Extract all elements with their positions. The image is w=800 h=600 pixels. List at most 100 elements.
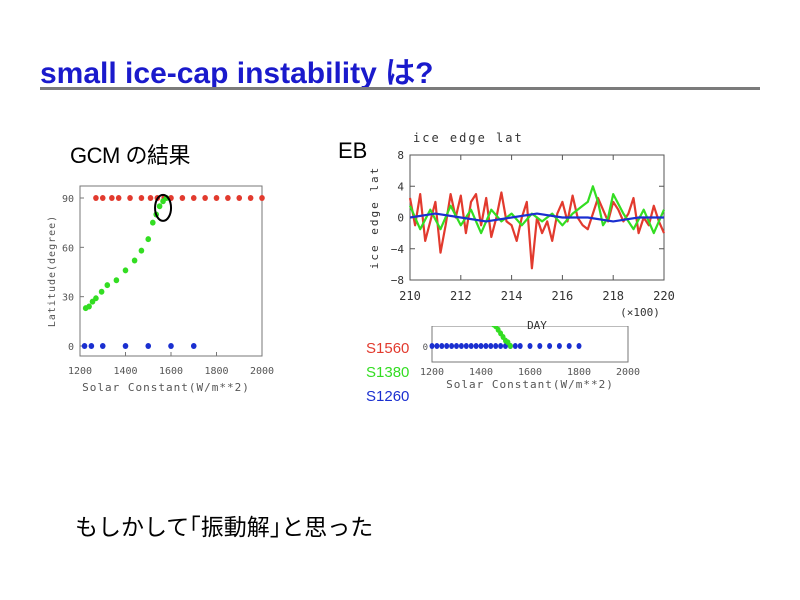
data-point <box>138 195 145 201</box>
data-point <box>498 343 504 349</box>
x-axis-label: Solar Constant(W/m**2) <box>82 381 250 394</box>
y-axis-label: Latitude(degree) <box>47 215 58 327</box>
data-point <box>458 343 464 349</box>
data-point <box>145 343 152 349</box>
data-point <box>131 257 138 264</box>
legend-item: S1260 <box>366 388 410 405</box>
series-line-s1380 <box>408 185 666 235</box>
chart-title: ice edge lat <box>413 131 524 145</box>
x-multiplier-label: (×100) <box>620 306 660 319</box>
data-point <box>145 236 152 243</box>
data-point <box>81 343 88 349</box>
data-point <box>488 343 494 349</box>
data-point <box>156 203 163 210</box>
data-point <box>547 343 553 349</box>
ebm-label: EB <box>338 138 368 163</box>
data-point <box>88 343 95 349</box>
data-point <box>225 195 231 201</box>
data-point <box>99 343 106 349</box>
data-point <box>566 343 572 349</box>
x-tick-label: 1600 <box>159 366 183 377</box>
x-tick-label: 1200 <box>68 366 92 377</box>
y-tick-label: −4 <box>391 243 405 256</box>
data-point <box>478 343 484 349</box>
x-axis-label: DAY <box>527 319 547 332</box>
data-point <box>439 343 445 349</box>
x-tick-label: 212 <box>450 289 472 303</box>
data-point <box>122 343 129 349</box>
data-point <box>576 343 582 349</box>
x-tick-label: 1400 <box>113 366 137 377</box>
data-point <box>150 219 156 226</box>
title-divider <box>40 87 760 90</box>
data-point <box>507 343 513 349</box>
data-point <box>512 343 518 349</box>
data-point <box>213 195 220 201</box>
x-tick-label: 216 <box>552 289 574 303</box>
y-tick-label: 0 <box>397 212 404 225</box>
x-tick-label: 2000 <box>250 366 274 377</box>
data-point <box>247 195 254 201</box>
data-point <box>115 195 122 201</box>
data-point <box>259 195 265 201</box>
data-point <box>93 195 99 201</box>
x-axis-label: Solar Constant(W/m**2) <box>446 378 614 391</box>
y-tick-label: 90 <box>62 194 74 205</box>
data-point <box>236 195 243 201</box>
data-point <box>109 195 115 201</box>
x-tick-label: 214 <box>501 289 523 303</box>
y-tick-label: 60 <box>62 243 74 254</box>
x-tick-label: 1400 <box>469 367 493 378</box>
data-point <box>537 343 543 349</box>
data-point <box>463 343 469 349</box>
x-tick-label: 1800 <box>567 367 591 378</box>
data-point <box>493 343 499 349</box>
x-tick-label: 1200 <box>420 367 444 378</box>
legend-item: S1380 <box>366 364 410 381</box>
data-point <box>147 195 154 201</box>
data-point <box>434 343 440 349</box>
data-point <box>473 343 479 349</box>
x-tick-label: 220 <box>653 289 675 303</box>
ice-edge-time-series-chart: ice edge lat 8 4 0 −4 −8 210 212 214 216 218 220 (×1… <box>368 128 680 332</box>
data-point <box>429 343 435 349</box>
data-point <box>93 295 99 302</box>
y-tick-label: 30 <box>62 293 74 304</box>
data-point <box>179 195 186 201</box>
data-point <box>122 267 129 274</box>
data-point <box>444 343 450 349</box>
data-point <box>449 343 455 349</box>
data-point <box>190 195 197 201</box>
data-point <box>517 343 523 349</box>
data-point <box>113 277 120 284</box>
y-tick-label: −8 <box>391 274 404 287</box>
transition-highlight-circle <box>154 193 173 222</box>
y-axis-label: ice edge lat <box>368 166 381 269</box>
y-tick-label: 0 <box>68 342 74 353</box>
x-tick-label: 1600 <box>518 367 542 378</box>
data-point <box>99 195 106 201</box>
gcm-scatter-chart: 1200 1400 1600 1800 2000 0 30 60 90 Solar Constan… <box>47 185 274 394</box>
legend-item: S1560 <box>366 340 410 357</box>
y-tick-label: 4 <box>397 180 404 193</box>
x-tick-label: 218 <box>602 289 624 303</box>
footer-note: もしかして｢振動解｣と思った <box>75 514 374 540</box>
x-tick-label: 210 <box>399 289 421 303</box>
y-tick-label: 0 <box>423 343 428 353</box>
data-point <box>168 343 174 349</box>
data-point <box>138 247 145 254</box>
gcm-result-label: GCM の結果 <box>70 143 190 168</box>
data-point <box>127 195 133 201</box>
data-point <box>483 343 489 349</box>
data-point <box>98 288 105 295</box>
data-point <box>190 343 197 349</box>
data-point <box>468 343 474 349</box>
slide-title: small ice-cap instability は? <box>40 57 434 90</box>
x-tick-label: 2000 <box>616 367 640 378</box>
data-point <box>202 195 208 201</box>
y-tick-label: 8 <box>397 149 404 162</box>
data-point <box>527 343 533 349</box>
x-tick-label: 1800 <box>204 366 228 377</box>
series-line-s1260 <box>409 212 664 223</box>
